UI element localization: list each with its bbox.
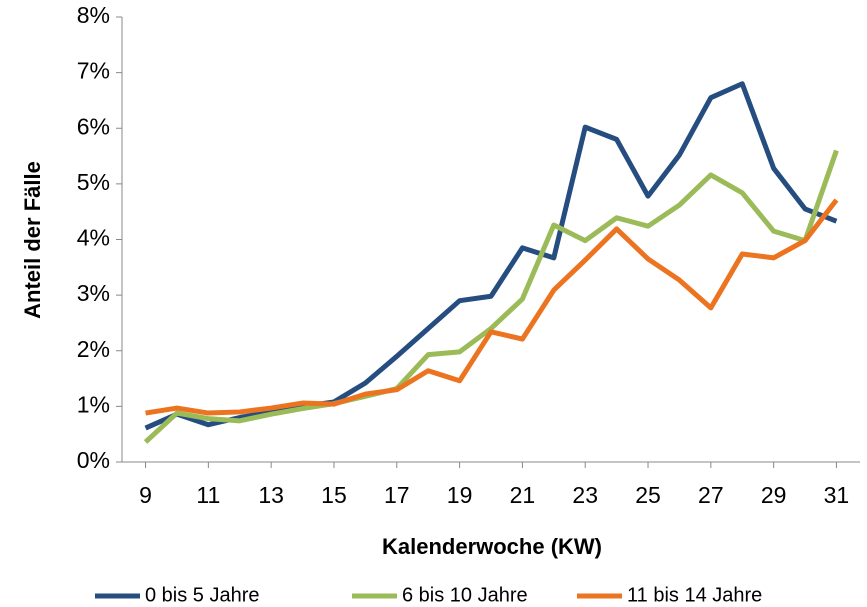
legend-label: 6 bis 10 Jahre bbox=[402, 584, 528, 606]
x-tick-label: 9 bbox=[139, 482, 152, 508]
x-tick-label: 13 bbox=[258, 482, 284, 508]
x-tick-label: 23 bbox=[572, 482, 598, 508]
y-tick-label: 7% bbox=[77, 58, 110, 84]
x-tick-label: 31 bbox=[824, 482, 850, 508]
y-tick-label: 8% bbox=[77, 2, 110, 28]
x-tick-label: 25 bbox=[635, 482, 661, 508]
y-tick-label: 1% bbox=[77, 391, 110, 417]
x-tick-label: 21 bbox=[510, 482, 536, 508]
x-tick-label: 17 bbox=[384, 482, 410, 508]
legend-label: 0 bis 5 Jahre bbox=[145, 584, 260, 606]
x-tick-label: 15 bbox=[321, 482, 347, 508]
x-tick-label: 19 bbox=[447, 482, 473, 508]
y-tick-label: 6% bbox=[77, 113, 110, 139]
y-tick-label: 3% bbox=[77, 280, 110, 306]
y-tick-label: 2% bbox=[77, 336, 110, 362]
y-axis-title: Anteil der Fälle bbox=[20, 161, 45, 319]
x-tick-label: 11 bbox=[196, 482, 220, 508]
x-tick-label: 27 bbox=[698, 482, 724, 508]
x-axis-title: Kalenderwoche (KW) bbox=[382, 534, 602, 559]
y-tick-label: 5% bbox=[77, 169, 110, 195]
series-line bbox=[143, 149, 839, 444]
series-line bbox=[144, 81, 838, 431]
y-tick-label: 0% bbox=[77, 447, 110, 473]
y-tick-label: 4% bbox=[77, 225, 110, 251]
series-line bbox=[145, 198, 839, 416]
legend-label: 11 bis 14 Jahre bbox=[627, 584, 762, 606]
x-tick-label: 29 bbox=[761, 482, 787, 508]
